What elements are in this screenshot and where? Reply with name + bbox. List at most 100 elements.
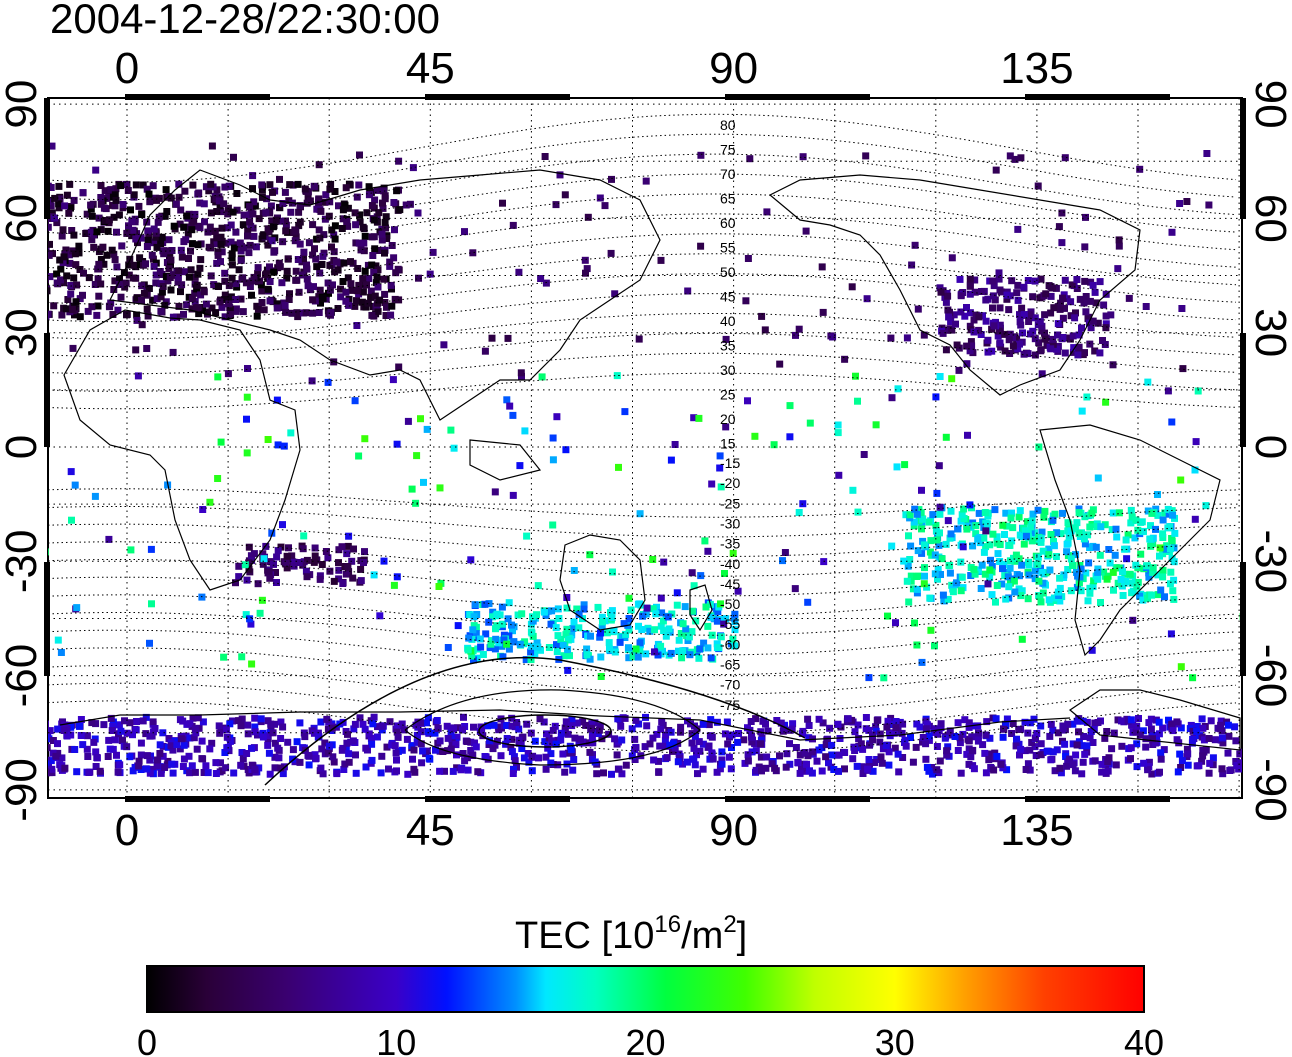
tec-pixel — [85, 274, 93, 282]
tec-pixel — [2, 727, 9, 734]
tec-pixel — [206, 745, 214, 753]
tec-pixel — [1245, 720, 1252, 727]
tec-pixel — [212, 309, 220, 317]
tec-pixel — [1045, 596, 1053, 604]
tec-pixel — [715, 644, 723, 651]
tec-pixel — [718, 756, 726, 764]
tec-pixel — [230, 244, 238, 252]
tec-pixel — [549, 456, 557, 464]
tec-pixel — [213, 186, 221, 194]
tec-pixel — [1038, 370, 1046, 378]
tec-pixel — [882, 742, 890, 749]
tec-pixel — [1119, 568, 1126, 576]
tec-pixel — [1114, 265, 1122, 273]
tec-pixel — [153, 196, 160, 204]
tec-pixel — [953, 341, 961, 349]
tec-pixel — [248, 744, 255, 752]
tec-pixel — [328, 226, 336, 234]
tec-pixel — [258, 596, 266, 604]
tec-pixel — [540, 718, 548, 726]
tec-pixel — [39, 731, 46, 738]
tec-pixel — [682, 625, 690, 633]
tec-pixel — [235, 573, 243, 581]
tec-pixel — [982, 769, 990, 777]
tec-pixel — [1162, 545, 1170, 553]
tec-pixel — [324, 748, 332, 756]
tec-pixel — [312, 255, 320, 263]
tec-pixel — [1000, 725, 1008, 733]
tec-pixel — [279, 770, 287, 778]
tec-pixel — [1039, 547, 1047, 555]
tec-pixel — [1079, 758, 1087, 766]
tec-pixel — [632, 744, 640, 752]
tec-pixel — [1069, 761, 1077, 769]
tec-pixel — [1038, 327, 1046, 335]
tec-pixel — [1171, 529, 1179, 537]
tec-pixel — [208, 739, 216, 747]
tec-pixel — [362, 744, 370, 752]
tec-pixel — [48, 251, 53, 259]
tec-pixel — [333, 770, 341, 778]
tec-pixel — [284, 255, 292, 263]
tec-pixel — [469, 752, 477, 759]
tec-pixel — [362, 763, 370, 771]
tec-pixel — [1132, 516, 1140, 524]
tec-pixel — [1168, 228, 1176, 236]
map-title: 2004-12-28/22:30:00 — [50, 0, 440, 42]
tec-pixel — [193, 285, 201, 293]
tec-pixel — [303, 265, 311, 273]
tec-pixel — [143, 185, 151, 193]
tec-pixel — [1232, 737, 1240, 745]
tec-pixel — [752, 747, 760, 755]
tec-pixel — [1003, 766, 1011, 774]
tec-pixel — [965, 723, 973, 731]
tec-pixel — [137, 751, 145, 759]
tec-pixel — [859, 770, 867, 777]
tec-pixel — [24, 722, 31, 729]
tec-pixel — [535, 754, 542, 762]
tec-pixel — [762, 764, 770, 772]
tec-pixel — [1069, 562, 1076, 569]
tec-pixel — [1170, 595, 1178, 603]
tec-pixel — [350, 545, 357, 553]
tec-pixel — [568, 716, 576, 724]
tec-pixel — [237, 295, 245, 303]
tec-pixel — [770, 441, 778, 449]
tec-pixel — [315, 195, 323, 203]
tec-pixel — [877, 753, 885, 761]
tec-pixel — [1016, 311, 1023, 319]
tec-pixel — [121, 717, 128, 725]
tec-pixel — [1119, 592, 1127, 599]
tec-pixel — [450, 444, 458, 452]
tec-pixel — [132, 181, 140, 189]
tec-pixel — [39, 719, 46, 726]
tec-pixel — [911, 619, 918, 627]
tec-pixel — [146, 198, 154, 206]
tec-pixel — [95, 214, 103, 222]
tec-pixel — [285, 544, 292, 552]
tec-pixel — [111, 736, 119, 744]
tec-pixel — [1024, 350, 1032, 358]
tec-pixel — [71, 250, 79, 258]
tec-pixel — [688, 739, 696, 747]
tec-pixel — [782, 763, 790, 771]
tec-pixel — [351, 209, 359, 217]
tec-pixel — [169, 313, 177, 321]
tec-pixel — [340, 259, 348, 267]
tec-pixel — [888, 394, 896, 402]
tec-pixel — [355, 239, 363, 247]
tec-pixel — [942, 433, 950, 441]
tec-pixel — [92, 720, 100, 728]
tec-pixel — [1075, 505, 1083, 513]
tec-pixel — [242, 279, 250, 287]
tec-pixel — [392, 269, 400, 277]
tec-pixel — [487, 640, 495, 648]
tec-pixel — [245, 249, 253, 257]
tec-pixel — [228, 274, 236, 282]
tec-pixel — [175, 302, 183, 310]
tec-pixel — [390, 199, 398, 206]
tec-pixel — [1144, 507, 1152, 515]
tec-pixel — [173, 741, 181, 748]
tec-pixel — [358, 298, 366, 306]
tec-pixel — [1072, 309, 1079, 317]
